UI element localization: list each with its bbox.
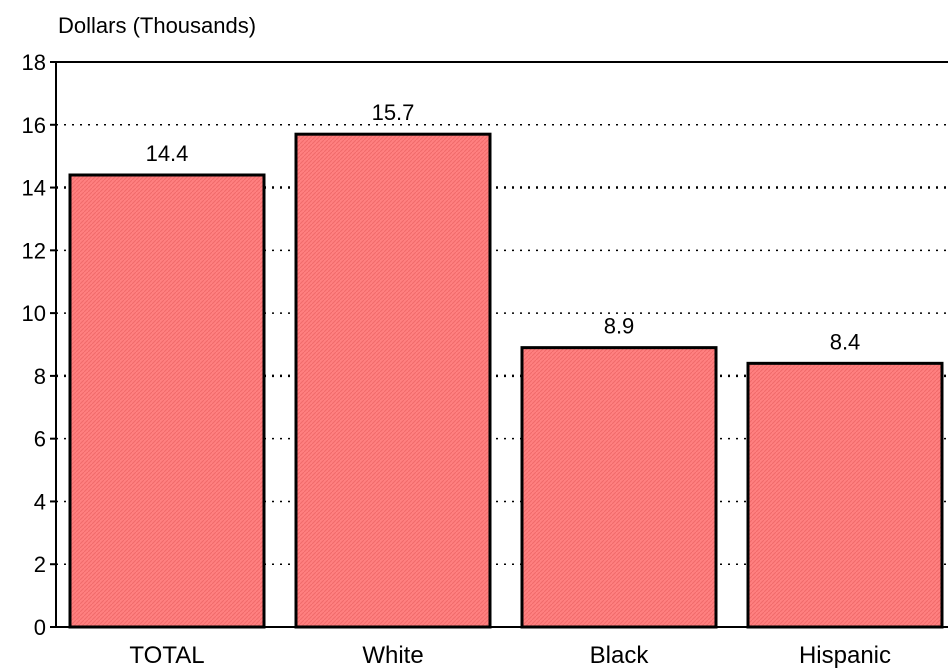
y-tick-label-8: 8 — [34, 364, 46, 389]
y-tick-label-0: 0 — [34, 615, 46, 640]
y-tick-label-10: 10 — [22, 301, 46, 326]
y-tick-label-16: 16 — [22, 113, 46, 138]
bar-total — [68, 173, 266, 629]
category-label-black: Black — [590, 642, 650, 669]
data-label-black: 8.9 — [604, 314, 635, 339]
data-labels: 14.4 15.7 8.9 8.4 — [146, 100, 861, 354]
y-tick-label-12: 12 — [22, 238, 46, 263]
category-label-total: TOTAL — [129, 642, 204, 669]
category-labels: TOTAL White Black Hispanic — [129, 642, 891, 669]
y-tick-label-14: 14 — [22, 176, 46, 201]
data-label-white: 15.7 — [372, 100, 415, 125]
data-label-total: 14.4 — [146, 141, 189, 166]
y-tick-label-4: 4 — [34, 489, 46, 514]
y-axis-title: Dollars (Thousands) — [58, 13, 256, 38]
y-tick-label-18: 18 — [22, 50, 46, 75]
y-tick-label-6: 6 — [34, 427, 46, 452]
axes — [55, 61, 948, 628]
category-label-hispanic: Hispanic — [799, 642, 891, 669]
bar-white — [294, 132, 492, 629]
y-ticks: 0 2 4 6 8 10 12 14 16 18 — [22, 50, 56, 640]
bar-hispanic — [746, 361, 944, 629]
y-tick-label-2: 2 — [34, 552, 46, 577]
bars — [68, 132, 944, 629]
bar-black — [520, 346, 718, 629]
data-label-hispanic: 8.4 — [830, 329, 861, 354]
category-label-white: White — [362, 642, 423, 669]
